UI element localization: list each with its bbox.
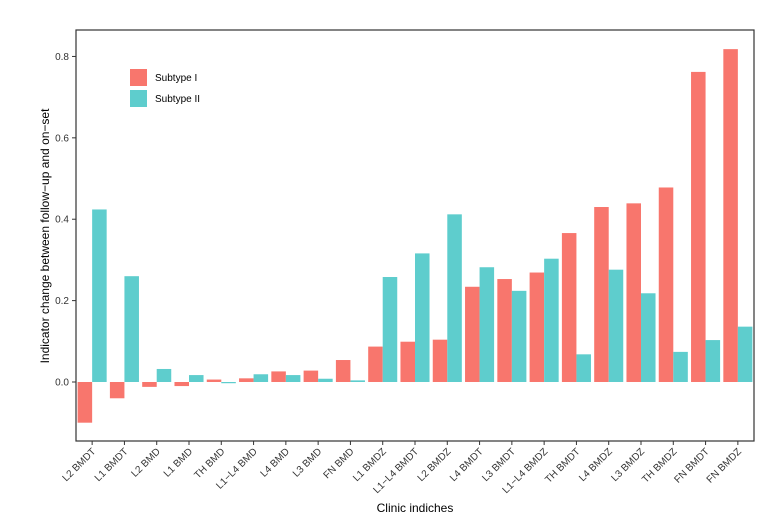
bar-subtype-1-7 <box>303 370 319 382</box>
x-tick-label: L3 BMD <box>291 446 324 479</box>
bar-subtype-1-5 <box>239 378 254 382</box>
y-tick-label: 0.2 <box>55 296 69 307</box>
bar-subtype-2-9 <box>382 277 398 382</box>
bar-subtype-1-15 <box>561 233 577 382</box>
bar-subtype-2-4 <box>221 382 236 384</box>
bars-layer <box>77 49 753 423</box>
x-tick-label: L4 BMD <box>259 446 292 479</box>
bar-subtype-1-13 <box>497 279 512 382</box>
y-tick-label: 0.8 <box>55 52 69 63</box>
y-tick-label: 0.4 <box>55 215 69 226</box>
bar-subtype-2-18 <box>673 351 688 382</box>
bar-subtype-1-17 <box>626 203 641 382</box>
bar-subtype-2-0 <box>92 209 107 382</box>
bar-subtype-2-12 <box>479 267 495 382</box>
x-tick-label: L1 BMDT <box>93 446 131 484</box>
y-tick-label: 0.0 <box>55 377 69 388</box>
bar-subtype-1-14 <box>529 272 545 382</box>
bar-subtype-1-16 <box>594 207 609 382</box>
bar-subtype-1-8 <box>335 360 351 382</box>
legend-key-subtype-2 <box>130 90 147 107</box>
bar-subtype-2-6 <box>285 375 301 382</box>
bar-subtype-1-0 <box>77 382 93 423</box>
bar-subtype-2-3 <box>189 375 204 382</box>
x-tick-label: L2 BMDZ <box>416 446 454 484</box>
bar-subtype-1-20 <box>723 49 738 382</box>
bar-subtype-2-11 <box>447 214 462 382</box>
bar-subtype-2-2 <box>156 368 172 382</box>
x-tick-label: TH BMDT <box>543 446 582 485</box>
y-tick-label: 0.6 <box>55 133 69 144</box>
bar-subtype-1-9 <box>368 346 383 382</box>
bar-subtype-2-7 <box>318 378 333 382</box>
x-axis-title: Clinic indiches <box>377 501 454 515</box>
bar-subtype-1-2 <box>142 382 157 387</box>
x-tick-label: L2 BMD <box>130 446 163 479</box>
x-tick-label: L1 BMD <box>162 446 195 479</box>
bar-subtype-1-1 <box>109 382 125 399</box>
bar-subtype-2-15 <box>576 354 591 382</box>
legend-label: Subtype I <box>155 73 197 84</box>
x-tick-label: L2 BMDT <box>61 446 99 484</box>
legend: Subtype I Subtype II <box>130 69 200 107</box>
y-axis: 0.0 0.2 0.4 0.6 0.8 <box>55 52 76 388</box>
x-tick-label: L4 BMDZ <box>577 446 615 484</box>
bar-subtype-2-10 <box>415 253 430 382</box>
bar-subtype-1-11 <box>432 339 448 382</box>
bar-subtype-2-5 <box>253 374 269 382</box>
bar-subtype-2-8 <box>350 380 365 382</box>
bar-subtype-1-18 <box>658 187 674 382</box>
bar-subtype-2-13 <box>511 290 527 382</box>
bar-subtype-1-12 <box>465 286 480 382</box>
bar-subtype-1-3 <box>174 382 189 387</box>
bar-subtype-1-6 <box>271 371 286 382</box>
x-tick-label: L4 BMDT <box>448 446 486 484</box>
bar-subtype-2-17 <box>641 293 656 382</box>
bar-subtype-2-14 <box>544 258 559 382</box>
x-tick-label: FN BMDZ <box>705 446 744 485</box>
bar-subtype-1-10 <box>400 341 415 382</box>
bar-subtype-2-16 <box>608 269 624 382</box>
bar-subtype-1-4 <box>206 379 222 382</box>
bar-subtype-2-19 <box>705 340 721 382</box>
legend-key-subtype-1 <box>130 69 147 86</box>
bar-subtype-2-1 <box>124 276 139 382</box>
bar-subtype-2-20 <box>737 326 753 382</box>
legend-label: Subtype II <box>155 94 200 105</box>
y-axis-title: Indicator change between follow−up and o… <box>38 108 52 364</box>
bar-subtype-1-19 <box>691 71 706 382</box>
